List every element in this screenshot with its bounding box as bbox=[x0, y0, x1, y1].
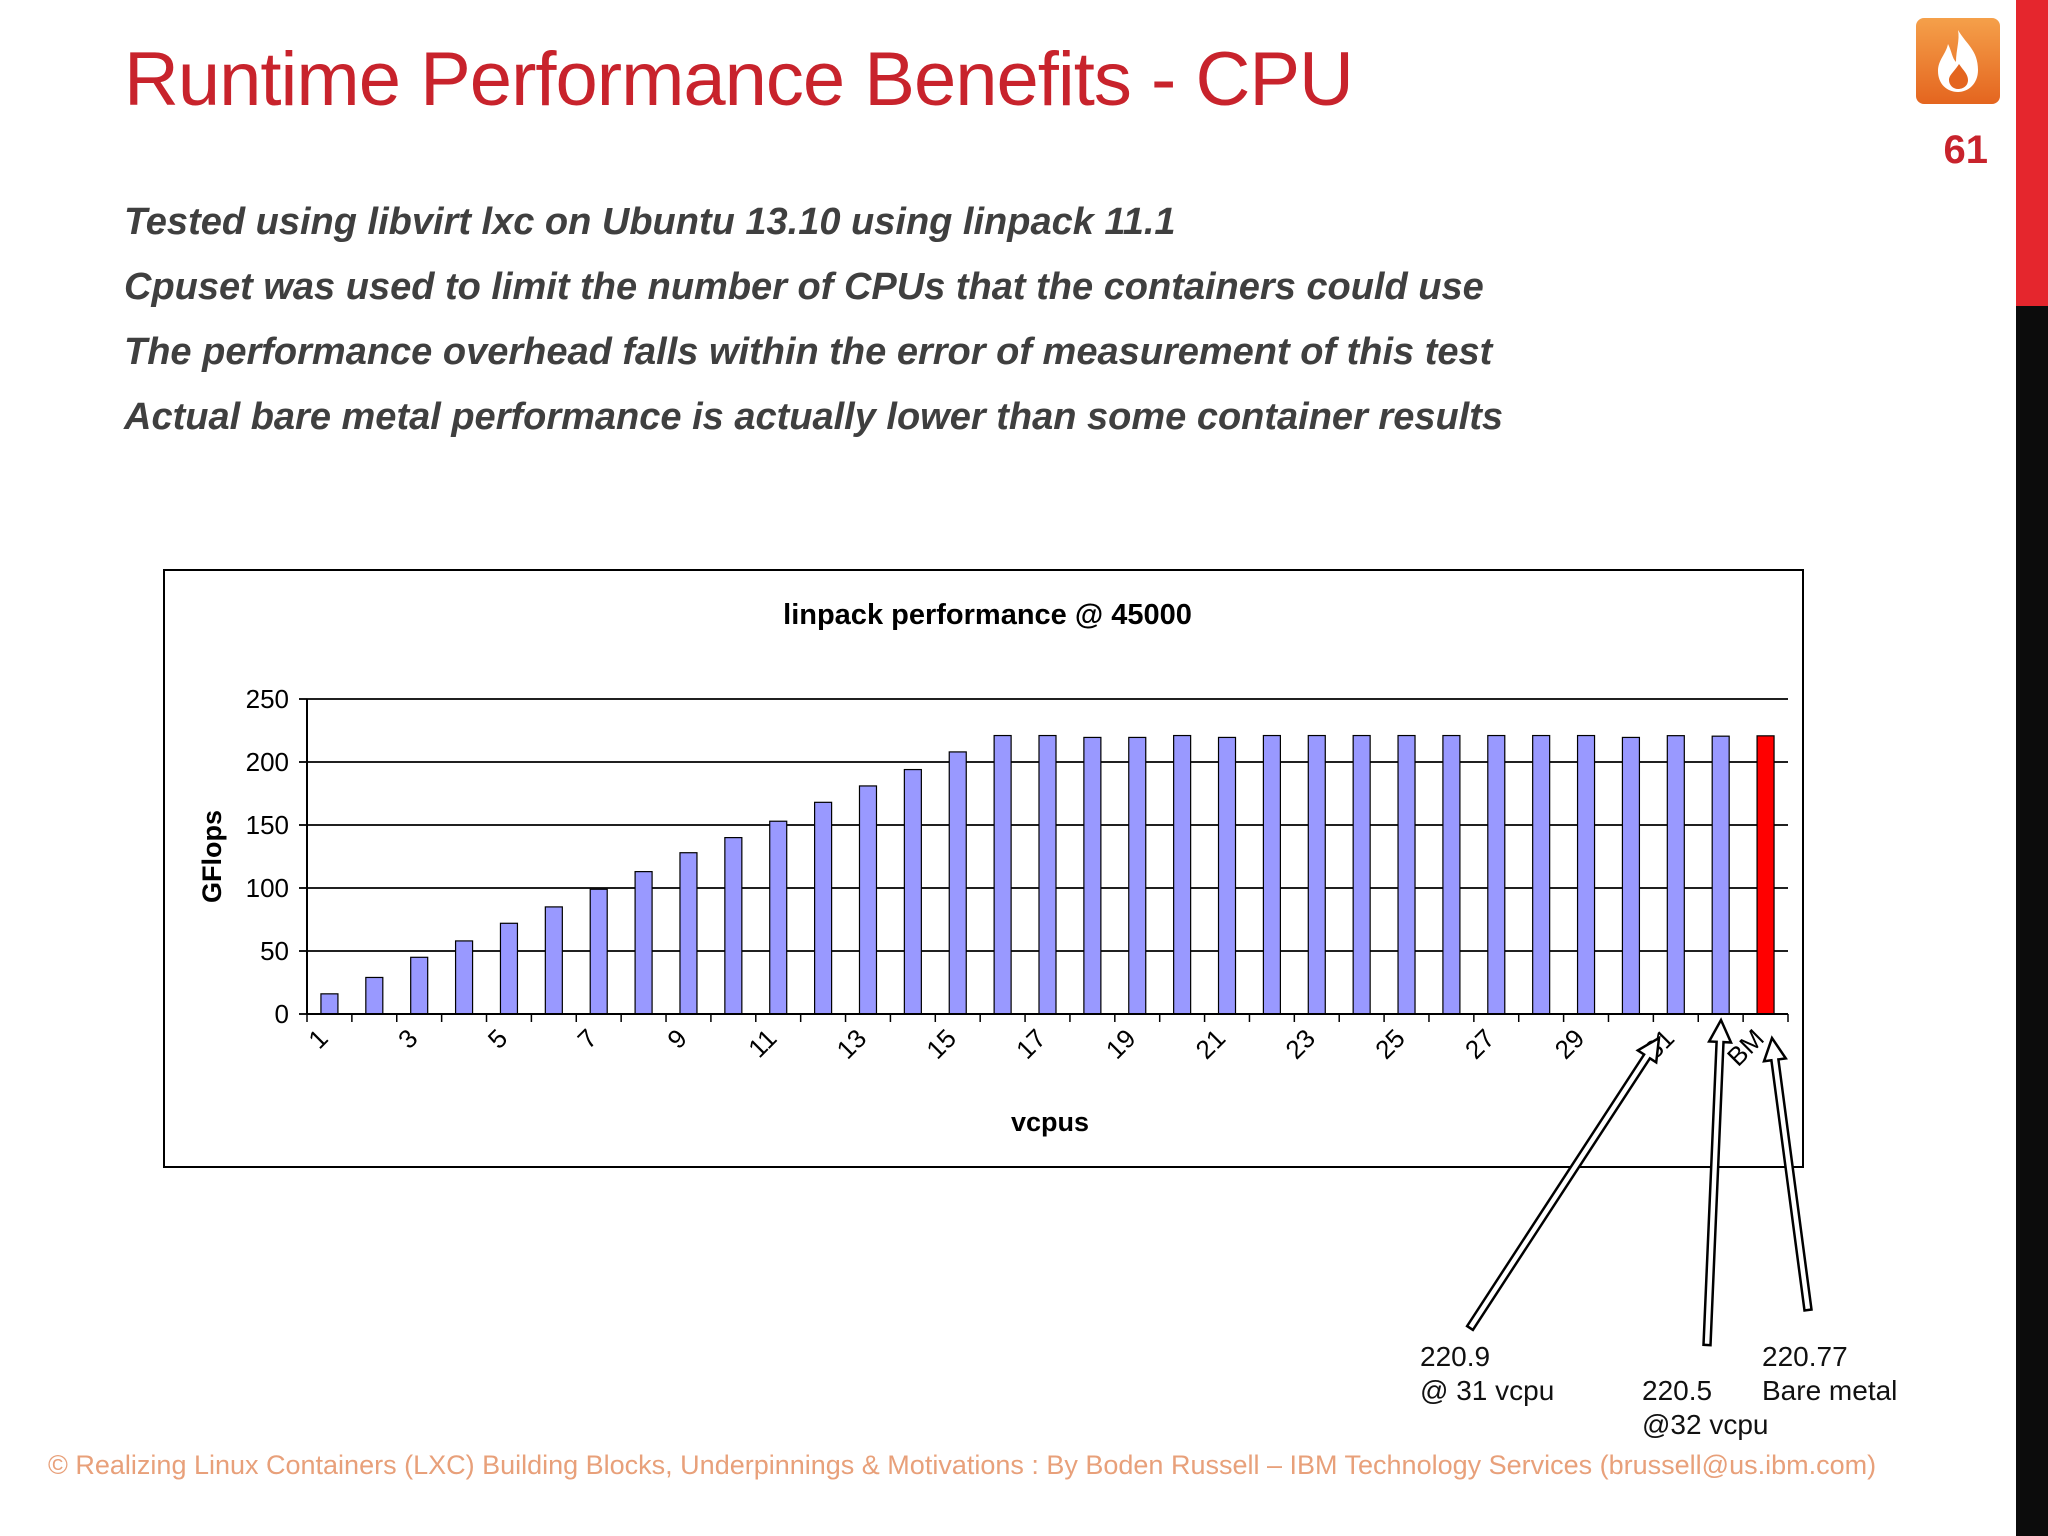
bar-24 bbox=[1352, 734, 1371, 1015]
bar-30 bbox=[1621, 736, 1641, 1015]
bar-2 bbox=[365, 976, 384, 1015]
bar-7 bbox=[589, 888, 608, 1015]
annotation-value: 220.77 bbox=[1762, 1341, 1848, 1372]
x-tick-label: 15 bbox=[920, 1023, 962, 1065]
bar-14 bbox=[903, 768, 922, 1015]
x-tick-label: 13 bbox=[831, 1023, 873, 1065]
bar-27 bbox=[1487, 734, 1506, 1015]
chart-frame: linpack performance @ 45000 0 50 100 150 200 2… bbox=[163, 569, 1804, 1168]
annotation-value: 220.9 bbox=[1420, 1341, 1491, 1372]
x-tick-label: 21 bbox=[1190, 1023, 1232, 1065]
bar-12 bbox=[814, 801, 833, 1015]
bar-31 bbox=[1666, 735, 1685, 1015]
annotation-caption: @32 vcpu bbox=[1642, 1409, 1769, 1440]
bar-13 bbox=[858, 785, 878, 1015]
x-tick-label: 7 bbox=[572, 1023, 603, 1054]
bar-9 bbox=[679, 852, 698, 1015]
bullet-item: Cpuset was used to limit the number of C… bbox=[124, 266, 1484, 308]
bar-6 bbox=[544, 906, 563, 1015]
bar-25 bbox=[1397, 734, 1416, 1015]
bar-19 bbox=[1128, 736, 1147, 1015]
y-tick-label: 100 bbox=[246, 873, 289, 903]
x-axis-label: vcpus bbox=[1011, 1107, 1089, 1137]
bullet-list: Tested using libvirt lxc on Ubuntu 13.10… bbox=[124, 190, 1503, 450]
bar-32 bbox=[1711, 735, 1730, 1015]
page-number: 61 bbox=[1943, 128, 1989, 172]
bar-8 bbox=[634, 871, 653, 1015]
bar-28 bbox=[1532, 734, 1551, 1015]
side-accent-black bbox=[2016, 306, 2048, 1536]
x-tick-label: 25 bbox=[1369, 1023, 1411, 1065]
flame-icon bbox=[1916, 18, 2000, 104]
bar-5 bbox=[499, 922, 519, 1015]
bar-22 bbox=[1262, 734, 1281, 1015]
bar-16 bbox=[993, 734, 1012, 1015]
bar-17 bbox=[1038, 734, 1057, 1015]
y-tick-label: 250 bbox=[246, 684, 289, 714]
footer-credit: © Realizing Linux Containers (LXC) Build… bbox=[48, 1450, 1877, 1480]
x-tick-label: 29 bbox=[1549, 1023, 1591, 1065]
bar-20 bbox=[1173, 734, 1192, 1015]
bar-18 bbox=[1083, 736, 1102, 1015]
y-tick-label: 150 bbox=[246, 810, 289, 840]
x-tick-label: 17 bbox=[1010, 1023, 1052, 1065]
bar-11 bbox=[769, 820, 788, 1015]
side-accent-red bbox=[2016, 0, 2048, 306]
bullet-item: Actual bare metal performance is actuall… bbox=[124, 396, 1504, 438]
x-tick-label: 3 bbox=[392, 1023, 423, 1054]
x-tick-label: BM bbox=[1721, 1023, 1770, 1072]
bar-chart: linpack performance @ 45000 0 50 100 150 200 2… bbox=[197, 599, 1789, 1137]
bullet-item: The performance overhead falls within th… bbox=[124, 331, 1493, 373]
x-tick-label: 5 bbox=[482, 1023, 513, 1054]
bar-10 bbox=[724, 837, 743, 1015]
bullet-item: Tested using libvirt lxc on Ubuntu 13.10… bbox=[124, 201, 1176, 243]
x-tick-label: 1 bbox=[302, 1023, 333, 1054]
x-tick-label: 19 bbox=[1100, 1023, 1142, 1065]
x-tick-label: 9 bbox=[661, 1023, 692, 1054]
x-tick-label: 31 bbox=[1638, 1023, 1680, 1065]
bar-1 bbox=[320, 993, 339, 1015]
annotation-bare-metal: 220.77 Bare metal bbox=[1762, 1340, 1897, 1408]
annotation-value: 220.5 bbox=[1642, 1375, 1713, 1406]
bar-3 bbox=[410, 956, 429, 1015]
y-tick-label: 200 bbox=[246, 747, 289, 777]
annotation-caption: Bare metal bbox=[1762, 1375, 1898, 1406]
y-axis-label: GFlops bbox=[197, 810, 227, 903]
bar-21 bbox=[1217, 736, 1237, 1015]
bar-15 bbox=[948, 751, 967, 1015]
annotation-32-vcpu: 220.5 @32 vcpu bbox=[1642, 1374, 1769, 1442]
x-tick-label: 23 bbox=[1279, 1023, 1321, 1065]
bar-26 bbox=[1442, 734, 1461, 1015]
bar-4 bbox=[454, 940, 474, 1015]
bar-BM bbox=[1756, 735, 1775, 1015]
y-tick-label: 0 bbox=[275, 999, 289, 1029]
y-tick-label: 50 bbox=[260, 936, 289, 966]
annotation-caption: @ 31 vcpu bbox=[1420, 1375, 1555, 1406]
annotation-31-vcpu: 220.9 @ 31 vcpu bbox=[1420, 1340, 1554, 1408]
chart-title: linpack performance @ 45000 bbox=[783, 599, 1192, 631]
x-tick-label: 11 bbox=[742, 1023, 782, 1063]
slide-title: Runtime Performance Benefits - CPU bbox=[124, 37, 1354, 122]
bar-29 bbox=[1576, 734, 1596, 1015]
x-tick-label: 27 bbox=[1459, 1023, 1501, 1065]
bar-23 bbox=[1307, 734, 1326, 1015]
